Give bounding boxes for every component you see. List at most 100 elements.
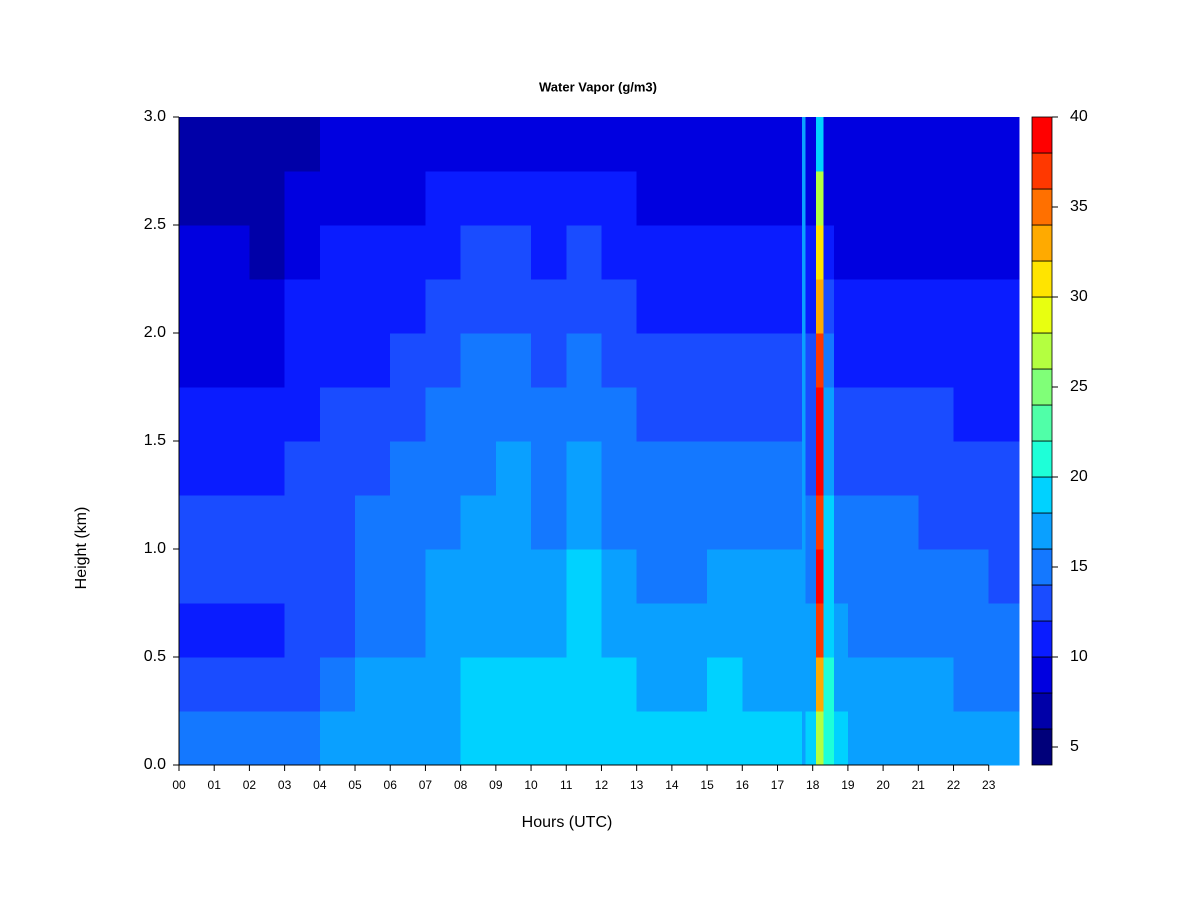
heat-cell bbox=[953, 387, 990, 442]
heat-cell bbox=[953, 441, 990, 496]
heat-cell bbox=[847, 657, 884, 712]
colorbar-band bbox=[1031, 188, 1053, 226]
heat-cell bbox=[802, 711, 807, 766]
heat-cell bbox=[742, 711, 779, 766]
heat-cell bbox=[531, 657, 567, 712]
heat-cell bbox=[425, 387, 462, 442]
heat-cell bbox=[284, 549, 321, 604]
heat-cell bbox=[777, 225, 803, 280]
heat-cell bbox=[566, 171, 603, 226]
heat-cell bbox=[883, 333, 919, 388]
heat-cell bbox=[495, 441, 532, 496]
heat-cell bbox=[495, 549, 532, 604]
heat-cell bbox=[179, 117, 215, 172]
heat-cell bbox=[390, 279, 427, 334]
heat-cell bbox=[179, 441, 215, 496]
x-tick-label: 18 bbox=[806, 778, 820, 792]
heat-cell bbox=[742, 117, 779, 172]
x-tick-label: 08 bbox=[454, 778, 468, 792]
colorbar-band bbox=[1031, 332, 1053, 370]
heat-cell bbox=[823, 225, 835, 280]
heat-cell bbox=[566, 549, 603, 604]
heat-cell bbox=[988, 117, 1020, 172]
colorbar-band bbox=[1031, 476, 1053, 514]
x-axis-label: Hours (UTC) bbox=[522, 814, 613, 831]
heat-cell bbox=[319, 549, 356, 604]
heat-cell bbox=[284, 495, 321, 550]
heat-cell bbox=[816, 171, 824, 226]
heat-cell bbox=[460, 657, 497, 712]
heat-cell bbox=[460, 441, 497, 496]
heat-cell bbox=[601, 225, 638, 280]
heat-cell bbox=[707, 387, 743, 442]
x-tick-label: 23 bbox=[982, 778, 996, 792]
colorbar-band bbox=[1031, 368, 1053, 406]
heat-cell bbox=[460, 117, 497, 172]
y-tick-label: 0.5 bbox=[144, 648, 166, 665]
heat-cell bbox=[249, 225, 286, 280]
heat-cell bbox=[918, 225, 955, 280]
heat-cell bbox=[425, 549, 462, 604]
heat-cell bbox=[802, 603, 807, 658]
heat-cell bbox=[847, 387, 884, 442]
heat-cell bbox=[179, 549, 215, 604]
heat-cell bbox=[833, 225, 849, 280]
heat-cell bbox=[671, 387, 708, 442]
heat-cell bbox=[425, 333, 462, 388]
heat-cell bbox=[777, 279, 803, 334]
heat-cell bbox=[284, 279, 321, 334]
heat-cell bbox=[988, 333, 1020, 388]
heat-cell bbox=[816, 549, 824, 604]
heat-cell bbox=[566, 603, 603, 658]
colorbar-tick-label: 30 bbox=[1070, 288, 1088, 305]
heat-cell bbox=[531, 711, 567, 766]
heat-cell bbox=[531, 549, 567, 604]
heat-cell bbox=[566, 495, 603, 550]
heat-cell bbox=[802, 333, 807, 388]
heat-cell bbox=[918, 171, 955, 226]
heat-cell bbox=[988, 549, 1020, 604]
heat-cell bbox=[847, 495, 884, 550]
heat-cell bbox=[883, 387, 919, 442]
heat-cell bbox=[805, 117, 817, 172]
heat-cell bbox=[495, 333, 532, 388]
heat-cell bbox=[918, 387, 955, 442]
heat-cell bbox=[805, 279, 817, 334]
heat-cell bbox=[425, 225, 462, 280]
heat-cell bbox=[390, 711, 427, 766]
heat-cell bbox=[284, 657, 321, 712]
x-tick-label: 21 bbox=[912, 778, 926, 792]
heat-cell bbox=[802, 225, 807, 280]
colorbar-tick-label: 10 bbox=[1070, 648, 1088, 665]
heat-cell bbox=[671, 711, 708, 766]
heat-cell bbox=[355, 657, 391, 712]
heat-cell bbox=[495, 495, 532, 550]
heat-cell bbox=[601, 441, 638, 496]
colorbar-band bbox=[1031, 152, 1053, 190]
heat-cell bbox=[833, 441, 849, 496]
heat-cell bbox=[823, 495, 835, 550]
heat-cell bbox=[355, 387, 391, 442]
heat-cell bbox=[601, 711, 638, 766]
colorbar-tick-label: 35 bbox=[1070, 198, 1088, 215]
heat-cell bbox=[707, 549, 743, 604]
heat-cell bbox=[601, 117, 638, 172]
heat-cell bbox=[214, 711, 251, 766]
x-tick-label: 15 bbox=[700, 778, 714, 792]
heat-cell bbox=[816, 495, 824, 550]
heat-cell bbox=[460, 171, 497, 226]
heat-cell bbox=[671, 225, 708, 280]
heat-cell bbox=[636, 549, 673, 604]
heat-cell bbox=[777, 387, 803, 442]
heat-cell bbox=[805, 657, 817, 712]
heat-cell bbox=[805, 387, 817, 442]
heat-cell bbox=[214, 225, 251, 280]
heat-cell bbox=[460, 603, 497, 658]
heat-cell bbox=[988, 279, 1020, 334]
heat-cell bbox=[816, 657, 824, 712]
heat-cell bbox=[214, 441, 251, 496]
heat-cell bbox=[284, 117, 321, 172]
heat-cell bbox=[355, 225, 391, 280]
heat-cell bbox=[531, 495, 567, 550]
heat-cell bbox=[319, 711, 356, 766]
